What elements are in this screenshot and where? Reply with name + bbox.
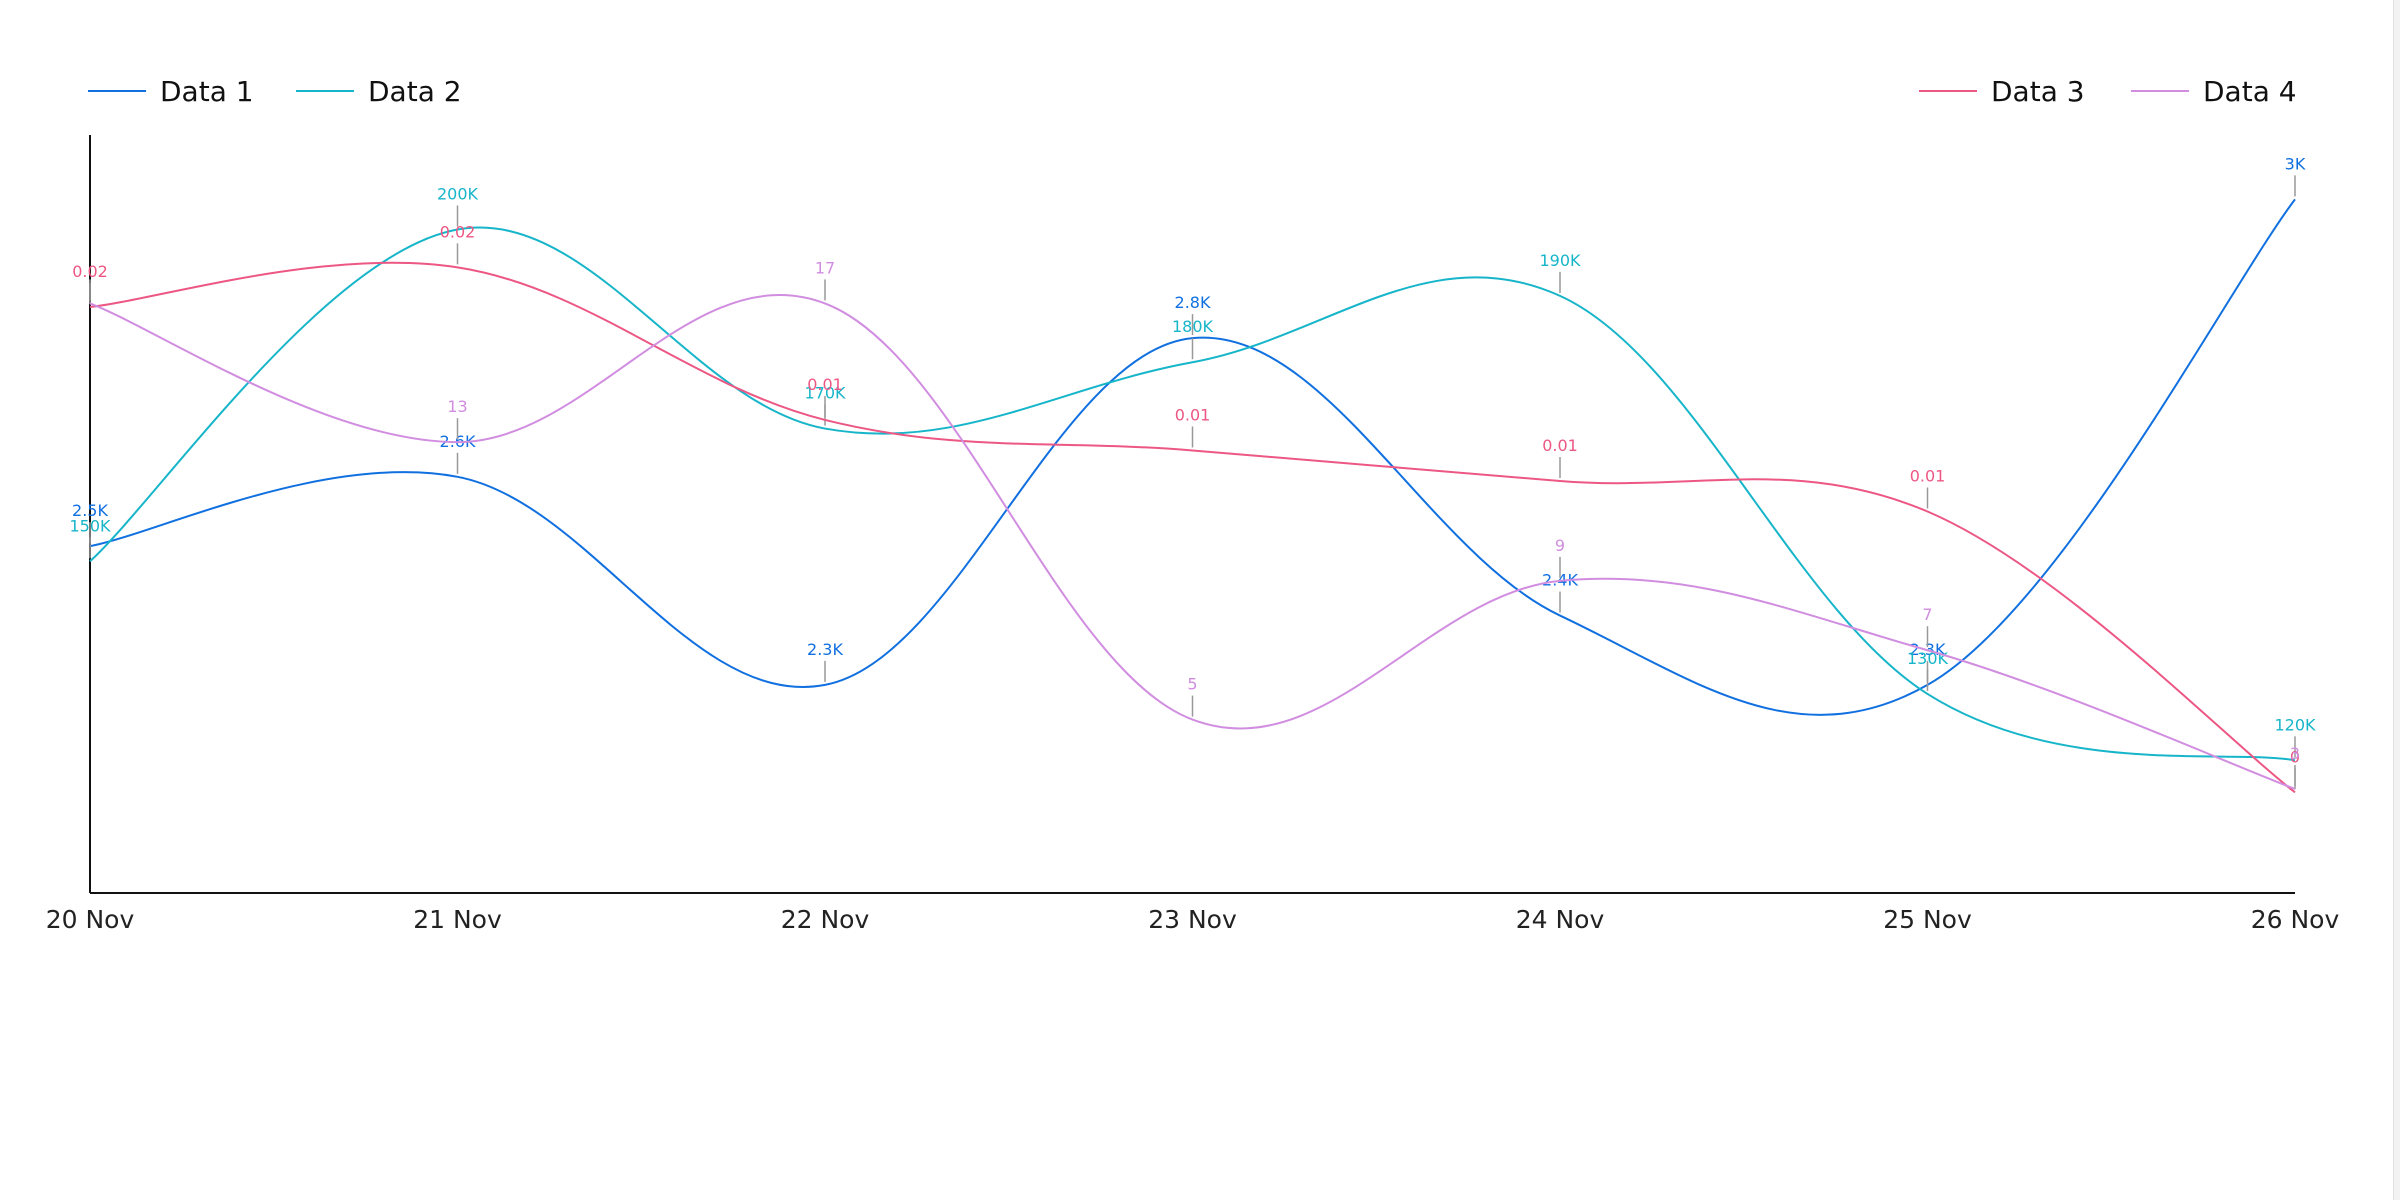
legend-item: Data 4 — [2131, 75, 2297, 108]
legend-item: Data 1 — [88, 75, 254, 108]
data-label: 7 — [1922, 605, 1932, 624]
series-3: 0.02 0.02 0.01 0.01 0.01 0.01 0 — [72, 222, 2300, 794]
legend-label: Data 2 — [368, 75, 462, 108]
data-label: 200K — [437, 185, 479, 204]
vertical-scrollbar[interactable] — [2393, 0, 2400, 1200]
data-label: 170K — [804, 384, 846, 403]
data-label: 0 — [2290, 747, 2300, 766]
data-label: 9 — [1555, 536, 1565, 555]
data-label: 2.3K — [807, 640, 843, 659]
data-label: 2.5K — [72, 501, 108, 520]
x-tick-label: 23 Nov — [1148, 905, 1237, 934]
x-tick-label: 20 Nov — [46, 905, 135, 934]
data-label: 0.02 — [72, 262, 108, 281]
data-label: 0.01 — [1910, 467, 1946, 486]
legend-label: Data 4 — [2203, 75, 2297, 108]
data-label: 0.01 — [1542, 436, 1578, 455]
data-label: 3 — [2290, 744, 2300, 763]
legend-item: Data 3 — [1919, 75, 2085, 108]
legend-label: Data 3 — [1991, 75, 2085, 108]
series-line — [89, 294, 2296, 790]
legend-label: Data 1 — [160, 75, 254, 108]
data-label: 17 — [815, 258, 835, 277]
series-4: 13 17 5 9 7 3 — [89, 258, 2300, 790]
legend-item: Data 2 — [296, 75, 462, 108]
x-tick-label: 26 Nov — [2251, 905, 2340, 934]
data-label: 190K — [1539, 251, 1581, 270]
x-tick-label: 21 Nov — [413, 905, 502, 934]
data-label: 130K — [1907, 649, 1949, 668]
series-line — [89, 226, 2296, 762]
data-label: 0.02 — [440, 222, 476, 241]
data-label: 0.01 — [807, 375, 843, 394]
data-label: 0.01 — [1175, 405, 1211, 424]
x-tick-label: 22 Nov — [781, 905, 870, 934]
series-line — [89, 198, 2296, 716]
x-tick-label: 25 Nov — [1883, 905, 1972, 934]
x-tick-label: 24 Nov — [1516, 905, 1605, 934]
data-label: 120K — [2274, 715, 2316, 734]
data-label: 5 — [1187, 675, 1197, 694]
data-label: 13 — [447, 397, 467, 416]
data-label: 2.8K — [1175, 293, 1211, 312]
data-label: 150K — [69, 516, 111, 535]
data-label: 3K — [2285, 154, 2306, 173]
data-label: 180K — [1172, 317, 1214, 336]
series-line — [89, 261, 2296, 794]
